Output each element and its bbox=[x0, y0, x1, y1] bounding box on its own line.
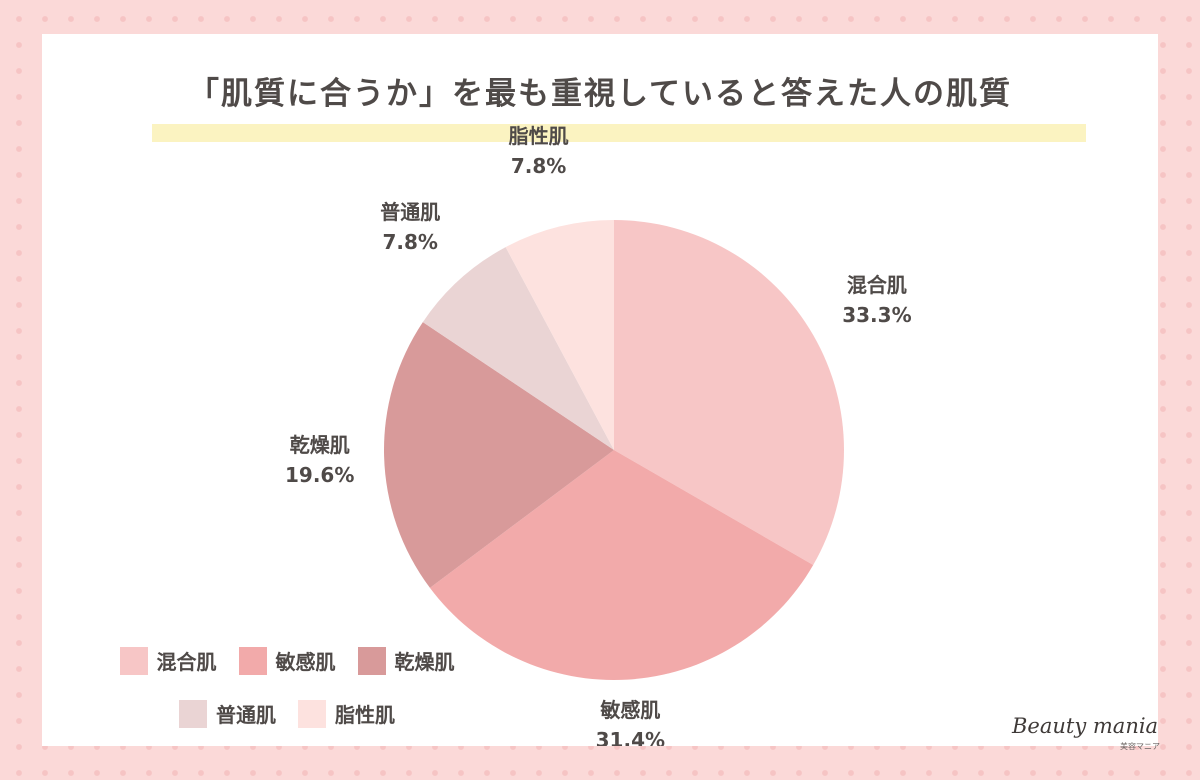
slice-value-label: 7.8% bbox=[511, 154, 566, 178]
slice-value-label: 7.8% bbox=[382, 230, 437, 254]
chart-card: 「肌質に合うか」を最も重視していると答えた人の肌質 混合肌 33.3% 敏感肌 31.… bbox=[42, 34, 1160, 751]
logo-wordmark: Beauty mania bbox=[1012, 714, 1159, 738]
legend-row-2: 普通肌 脂性肌 bbox=[67, 699, 507, 728]
pie-slices bbox=[384, 220, 844, 680]
legend-label: 混合肌 bbox=[156, 650, 217, 674]
slice-value-label: 31.4% bbox=[596, 728, 665, 746]
chart-title: 「肌質に合うか」を最も重視していると答えた人の肌質 bbox=[187, 76, 1013, 112]
legend-item-dry: 乾燥肌 bbox=[357, 646, 455, 675]
title-underline-bar bbox=[152, 124, 1086, 142]
slice-label: 普通肌 bbox=[380, 200, 440, 224]
slice-label: 敏感肌 bbox=[599, 698, 660, 722]
slice-value-label: 33.3% bbox=[842, 303, 911, 327]
pie-slice bbox=[384, 322, 614, 588]
legend-item-mixed: 混合肌 bbox=[119, 646, 217, 675]
legend-row-1: 混合肌 敏感肌 乾燥肌 bbox=[67, 646, 507, 675]
pie-slice bbox=[429, 450, 814, 680]
pie-chart: 混合肌 33.3% 敏感肌 31.4% 乾燥肌 19.6% 普通肌 7.8% 脂性肌 7.8% bbox=[285, 124, 912, 746]
slice-value-label: 19.6% bbox=[285, 463, 354, 487]
legend-label: 敏感肌 bbox=[275, 650, 336, 674]
slice-label: 乾燥肌 bbox=[290, 433, 350, 457]
legend-swatch bbox=[298, 699, 326, 728]
logo-subtitle: 美容マニア bbox=[1120, 742, 1160, 751]
pie-slice bbox=[422, 247, 614, 450]
pie-slice bbox=[614, 220, 844, 565]
legend-item-normal: 普通肌 bbox=[179, 699, 276, 728]
pie-slice bbox=[505, 220, 614, 450]
legend: 混合肌 敏感肌 乾燥肌 普通肌 脂性肌 bbox=[67, 646, 507, 752]
legend-item-sensitive: 敏感肌 bbox=[238, 646, 336, 675]
brand-logo: Beauty mania 美容マニア bbox=[1012, 714, 1162, 754]
legend-label: 普通肌 bbox=[216, 703, 276, 727]
legend-swatch bbox=[119, 646, 148, 675]
legend-swatch bbox=[238, 646, 267, 675]
slice-label: 混合肌 bbox=[847, 273, 907, 297]
legend-swatch bbox=[357, 646, 386, 675]
legend-swatch bbox=[179, 699, 207, 728]
legend-label: 乾燥肌 bbox=[394, 650, 455, 674]
legend-label: 脂性肌 bbox=[335, 703, 395, 727]
legend-item-oily: 脂性肌 bbox=[298, 699, 395, 728]
pie-labels: 混合肌 33.3% 敏感肌 31.4% 乾燥肌 19.6% 普通肌 7.8% 脂性肌 7.8% bbox=[285, 124, 912, 746]
slice-label: 脂性肌 bbox=[509, 124, 569, 148]
